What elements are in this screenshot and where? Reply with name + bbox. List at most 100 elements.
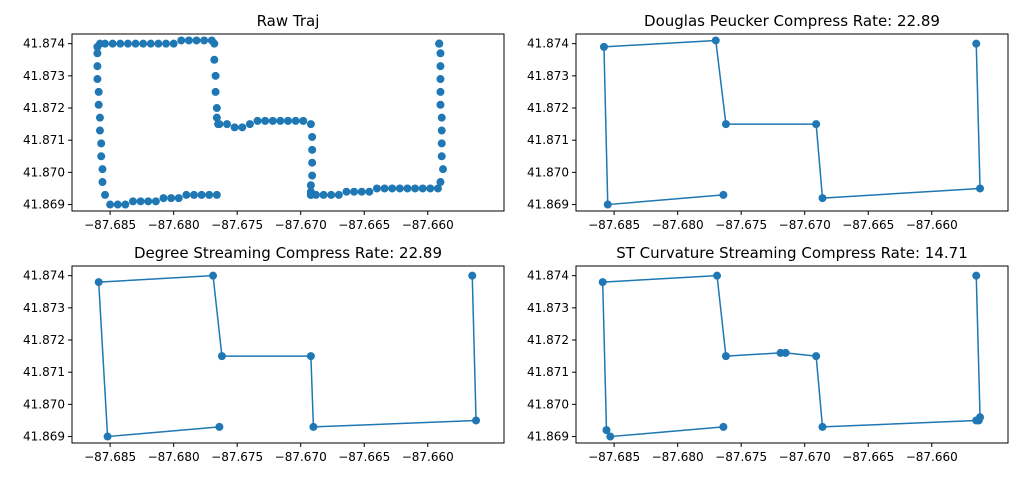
y-tick-label: 41.874	[527, 37, 569, 51]
x-tick-label: −87.675	[211, 450, 263, 464]
y-tick-label: 41.872	[527, 333, 569, 347]
data-point	[167, 194, 176, 203]
y-tick-label: 41.869	[527, 430, 569, 444]
data-point	[121, 200, 130, 209]
x-tick-label: −87.660	[906, 450, 958, 464]
y-tick-label: 41.871	[527, 133, 569, 147]
data-point	[192, 36, 201, 45]
data-point	[437, 126, 446, 135]
data-point	[306, 120, 315, 129]
data-point	[380, 184, 389, 193]
x-tick-label: −87.685	[84, 450, 136, 464]
data-point	[261, 116, 270, 125]
data-point	[212, 104, 221, 113]
chart-title: Raw Traj	[257, 12, 320, 30]
x-tick-label: −87.685	[588, 218, 640, 232]
x-tick-label: −87.670	[275, 450, 327, 464]
subplot-1: Raw Traj −87.685 −87.680 −87.675 −87.670 −87.…	[23, 12, 505, 232]
data-point	[598, 278, 607, 287]
data-point	[606, 432, 615, 441]
data-point	[436, 49, 445, 58]
x-tick-label: −87.665	[338, 450, 390, 464]
data-point	[602, 426, 611, 435]
data-point	[151, 197, 160, 206]
y-tick-label: 41.870	[23, 397, 65, 411]
data-point	[781, 348, 790, 357]
data-point	[144, 197, 153, 206]
data-point	[106, 200, 115, 209]
y-tick-label: 41.874	[527, 269, 569, 283]
data-point	[342, 187, 351, 196]
data-point	[818, 422, 827, 431]
data-point	[350, 187, 359, 196]
y-tick-label: 41.869	[23, 430, 65, 444]
x-tick-label: −87.660	[906, 218, 958, 232]
data-point	[719, 190, 728, 199]
subplot-4: ST Curvature Streaming Compress Rate: 14…	[527, 244, 1009, 464]
x-tick-label: −87.665	[338, 218, 390, 232]
y-tick-label: 41.870	[527, 397, 569, 411]
chart-title: ST Curvature Streaming Compress Rate: 14…	[616, 244, 968, 262]
y-tick-label: 41.871	[23, 133, 65, 147]
subplot-3: Degree Streaming Compress Rate: 22.89 −87…	[23, 244, 505, 464]
data-point	[818, 194, 827, 203]
data-point	[182, 190, 191, 199]
y-tick-label: 41.871	[527, 365, 569, 379]
y-tick-label: 41.870	[23, 165, 65, 179]
data-point	[426, 184, 435, 193]
data-point	[93, 62, 102, 71]
data-point	[93, 75, 102, 84]
data-point	[136, 197, 145, 206]
data-point	[217, 352, 226, 361]
chart-title: Degree Streaming Compress Rate: 22.89	[134, 244, 442, 262]
data-point	[154, 39, 163, 48]
data-point	[131, 39, 140, 48]
data-point	[212, 113, 221, 122]
data-point	[101, 39, 110, 48]
data-point	[721, 120, 730, 129]
data-point	[215, 120, 224, 129]
data-point	[215, 422, 224, 431]
y-tick-label: 41.874	[23, 37, 65, 51]
data-point	[372, 184, 381, 193]
x-tick-label: −87.675	[211, 218, 263, 232]
data-point	[146, 39, 155, 48]
data-point	[472, 416, 481, 425]
data-point	[439, 165, 448, 174]
x-tick-label: −87.675	[715, 218, 767, 232]
series-line	[603, 39, 981, 206]
data-point	[230, 123, 239, 132]
data-point	[123, 39, 132, 48]
data-point	[98, 165, 107, 174]
data-point	[976, 413, 985, 422]
x-tick-label: −87.680	[652, 450, 704, 464]
data-point	[139, 39, 148, 48]
x-tick-label: −87.675	[715, 450, 767, 464]
y-tick-label: 41.873	[23, 301, 65, 315]
series-line	[97, 274, 477, 438]
x-tick-label: −87.665	[842, 450, 894, 464]
data-point	[437, 113, 446, 122]
data-point	[411, 184, 420, 193]
data-point	[238, 123, 247, 132]
data-point	[433, 184, 442, 193]
y-tick-label: 41.870	[527, 165, 569, 179]
subplot-2: Douglas Peucker Compress Rate: 22.89 −87.…	[527, 12, 1009, 232]
data-point	[209, 271, 218, 280]
axes-frame	[71, 33, 505, 212]
data-point	[319, 190, 328, 199]
x-tick-label: −87.665	[842, 218, 894, 232]
data-point	[365, 187, 374, 196]
data-point	[334, 190, 343, 199]
data-point	[95, 113, 104, 122]
data-point	[388, 184, 397, 193]
data-point	[403, 184, 412, 193]
data-point	[436, 62, 445, 71]
plot-area	[93, 36, 448, 209]
data-point	[253, 116, 262, 125]
data-point	[436, 178, 445, 187]
y-tick-label: 41.869	[23, 198, 65, 212]
data-point	[721, 352, 730, 361]
data-point	[395, 184, 404, 193]
data-point	[976, 184, 985, 193]
